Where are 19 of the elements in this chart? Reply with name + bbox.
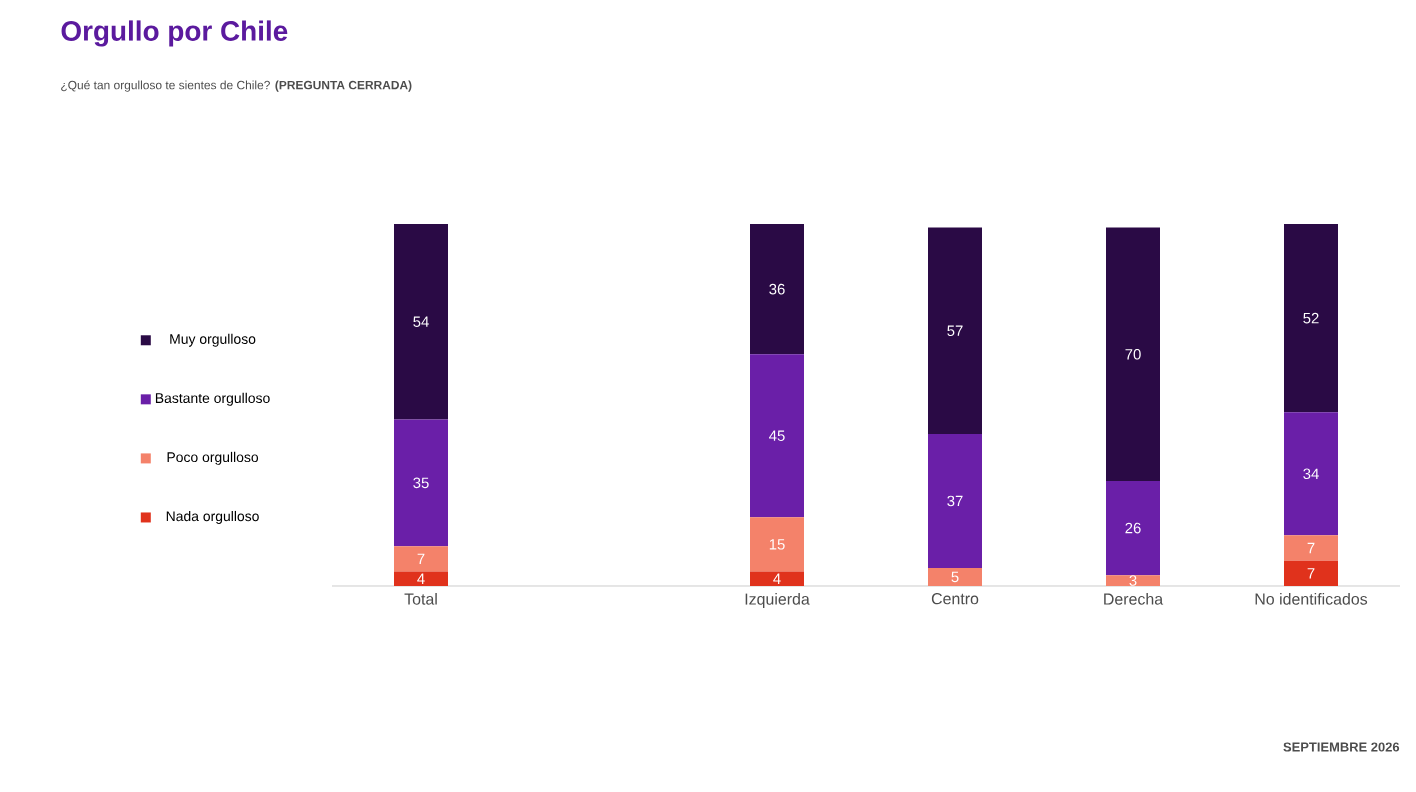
bar	[1284, 560, 1338, 586]
bar	[394, 419, 448, 547]
bar	[750, 223, 804, 355]
bar	[1284, 535, 1338, 561]
bar	[928, 227, 982, 434]
bar	[394, 571, 448, 586]
bar	[1106, 575, 1160, 586]
bar	[750, 517, 804, 572]
bar	[1106, 227, 1160, 482]
bar	[1106, 481, 1160, 576]
bar	[1284, 223, 1338, 413]
bar	[750, 354, 804, 518]
bar	[394, 546, 448, 572]
bar	[750, 571, 804, 586]
bar	[1284, 412, 1338, 536]
chart-title: Orgullo por Chile	[61, 20, 288, 47]
bar	[928, 567, 982, 586]
bar	[394, 223, 448, 420]
bar	[928, 433, 982, 568]
